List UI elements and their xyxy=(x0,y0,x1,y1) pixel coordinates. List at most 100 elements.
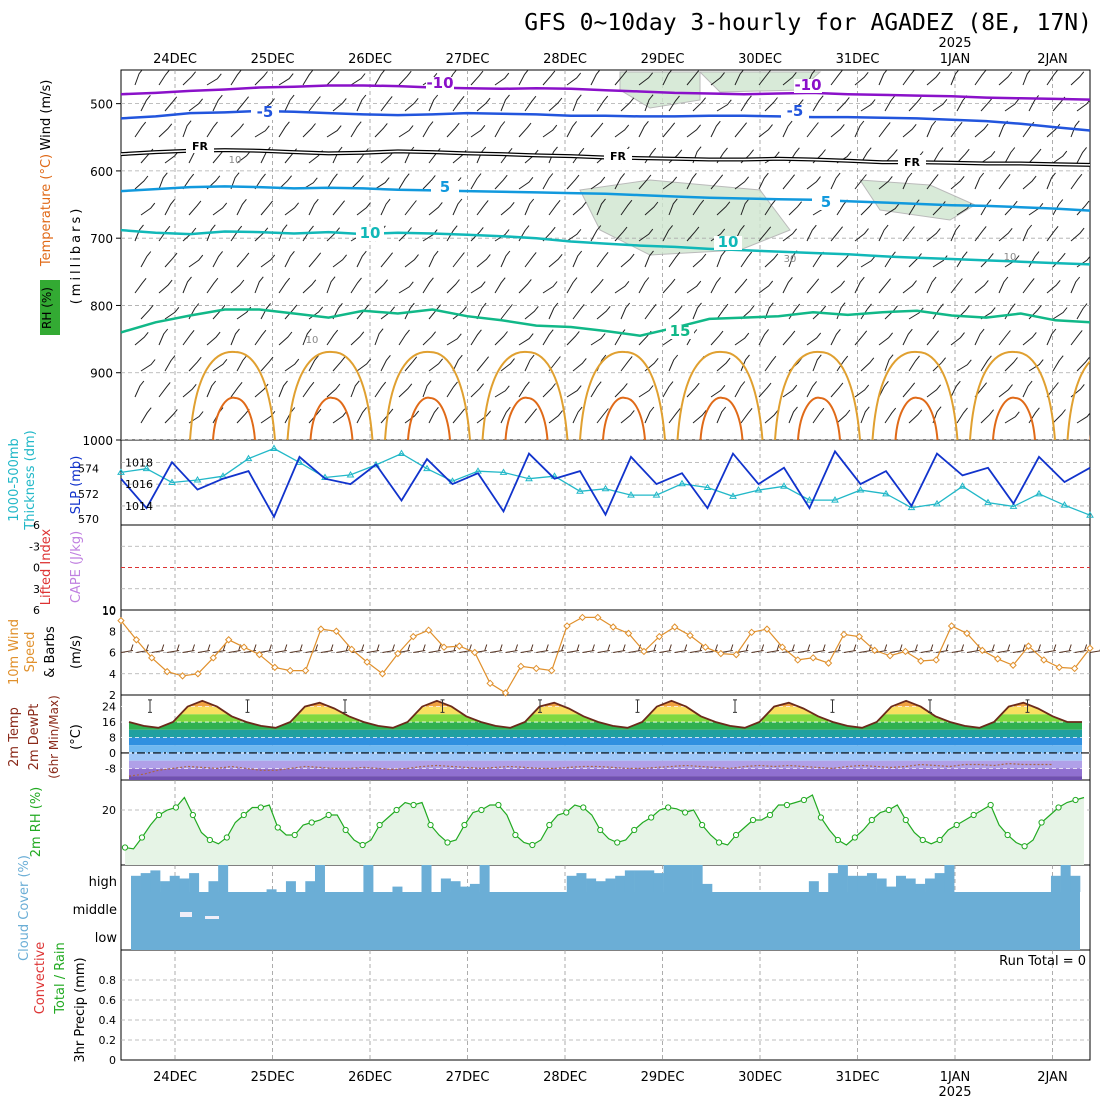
wind-barb xyxy=(740,354,750,372)
wind-speed-marker xyxy=(671,623,679,631)
wind-speed-marker xyxy=(794,656,802,664)
wind-barb xyxy=(548,410,563,424)
wind-speed-marker xyxy=(855,632,863,641)
warm-contour-outer xyxy=(286,350,374,440)
wind-barb xyxy=(908,253,922,268)
cloud-high-bar xyxy=(363,865,374,892)
wind-barb xyxy=(1070,173,1083,190)
wind-speed-marker xyxy=(594,613,602,622)
rh-marker xyxy=(851,834,858,841)
cloud-high-bar xyxy=(702,883,713,892)
wind-barb xyxy=(1046,328,1057,346)
wind-speed-marker xyxy=(563,622,571,630)
warm-contour-outer xyxy=(774,350,861,440)
wind-barb xyxy=(1070,71,1085,86)
wind-barb xyxy=(212,94,223,112)
rh-marker xyxy=(631,826,638,834)
wind-barb xyxy=(644,201,659,216)
wind-barb-10m xyxy=(766,644,780,653)
wind-barb xyxy=(902,226,915,242)
cloud-level-label: low xyxy=(95,931,118,946)
wind-barb xyxy=(446,225,458,242)
isotherm-label-bg xyxy=(781,105,809,119)
wind-barb xyxy=(812,354,822,372)
wind-barb xyxy=(878,224,889,242)
wind-barb-10m xyxy=(151,644,165,653)
wind-tick-label: 6 xyxy=(109,647,116,660)
wind-speed-marker xyxy=(870,646,879,655)
thickness-marker xyxy=(780,482,788,489)
cloud-high-bar xyxy=(925,878,936,892)
rh-marker xyxy=(308,819,315,826)
wind-barb xyxy=(470,124,486,138)
wind-speed-marker xyxy=(763,625,771,633)
rh-contour-label: 10 xyxy=(229,155,242,166)
wind-speed-marker xyxy=(1024,642,1033,650)
wind-barb xyxy=(950,121,963,138)
temp-tick-label: -8 xyxy=(105,762,116,775)
wind-barb-10m xyxy=(1043,644,1057,653)
wind-axis-title: Wind (m/s) xyxy=(39,80,54,151)
wind-speed-marker xyxy=(301,666,310,675)
isotherm-label: -5 xyxy=(257,103,274,121)
wind-barb xyxy=(212,202,228,216)
wind-barb xyxy=(476,200,489,216)
wind-speed-marker xyxy=(886,651,894,660)
thickness-slp-panel: 570 572 574 1014 1016 1018 xyxy=(78,444,1094,526)
wind-barb xyxy=(1070,120,1080,138)
thickness-marker xyxy=(907,503,916,511)
wind-barb xyxy=(566,331,580,346)
wind-barb xyxy=(836,409,851,424)
wind-barb xyxy=(788,406,798,424)
wind-barb xyxy=(452,408,466,424)
day-label-top: 1JAN xyxy=(940,52,971,67)
rh-marker xyxy=(1021,843,1028,850)
rh-marker xyxy=(834,836,841,844)
wind-barb xyxy=(230,123,244,138)
rh-marker xyxy=(732,831,740,839)
wind-barb xyxy=(308,355,319,372)
wind-barb xyxy=(278,175,292,190)
wind-barb xyxy=(548,356,561,372)
wind-speed-marker xyxy=(455,642,464,650)
wind-barb xyxy=(974,328,985,346)
temp-color-band xyxy=(129,706,1082,715)
isotherm-label: 5 xyxy=(821,193,831,211)
wind-barb xyxy=(206,121,218,138)
temp-tick-label: 24 xyxy=(102,701,116,714)
cloud-high-bar xyxy=(131,875,141,892)
wind-barb xyxy=(740,198,750,216)
wind-barb xyxy=(404,146,415,164)
wind-barb xyxy=(734,122,747,138)
wind-barb xyxy=(374,123,388,138)
wind-barb xyxy=(764,199,776,216)
wind-barb xyxy=(836,253,850,268)
wind-barb xyxy=(1004,98,1020,112)
wind-barb xyxy=(182,120,192,138)
wind-barb xyxy=(1052,252,1066,268)
wind-barb xyxy=(662,278,676,294)
wind-speed-marker xyxy=(348,645,356,654)
wind-barb xyxy=(878,176,893,190)
warm-contour-inner xyxy=(212,396,256,440)
rh-contour-label: 30 xyxy=(784,254,797,265)
wind-barb xyxy=(644,94,654,112)
wind-barb xyxy=(182,329,195,346)
wind-barb xyxy=(812,95,824,112)
day-label-top: 28DEC xyxy=(543,52,587,67)
wind-barb xyxy=(860,201,874,216)
wind-barb-10m xyxy=(290,644,303,653)
wind-barb xyxy=(956,359,972,372)
thickness-marker xyxy=(703,483,712,491)
rh-marker xyxy=(715,839,723,846)
precip-tick-label: 0 xyxy=(109,1054,116,1067)
wind-barb xyxy=(596,198,606,216)
wind-barb xyxy=(446,333,462,346)
wind-barb xyxy=(284,202,299,216)
millibars-axis-title: (millibars) xyxy=(69,206,84,305)
wind-speed-marker xyxy=(163,667,171,676)
wind-barb xyxy=(788,303,801,320)
wind-barb xyxy=(980,199,992,216)
wind-barb xyxy=(620,253,635,268)
cloud-high-bar xyxy=(576,873,587,892)
